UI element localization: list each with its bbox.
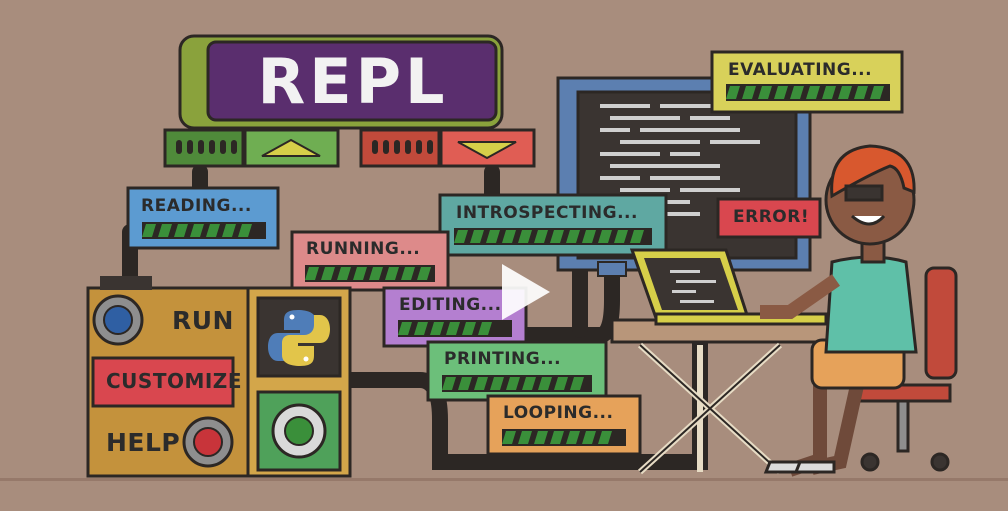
python-logo-icon: [268, 310, 330, 366]
evaluating-label: EVALUATING...: [728, 60, 873, 80]
run-label: RUN: [172, 306, 234, 335]
editing-label: EDITING...: [399, 295, 502, 315]
help-label: HELP: [106, 428, 181, 457]
play-icon[interactable]: [490, 258, 558, 326]
customize-label: CUSTOMIZE: [106, 369, 242, 393]
repl-title: REPL: [257, 45, 449, 118]
looping-label: LOOPING...: [503, 403, 614, 423]
error-label: ERROR!: [733, 207, 810, 227]
introspecting-label: INTROSPECTING...: [456, 203, 638, 223]
running-label: RUNNING...: [306, 239, 421, 259]
printing-label: PRINTING...: [444, 349, 562, 369]
reading-label: READING...: [141, 196, 252, 216]
